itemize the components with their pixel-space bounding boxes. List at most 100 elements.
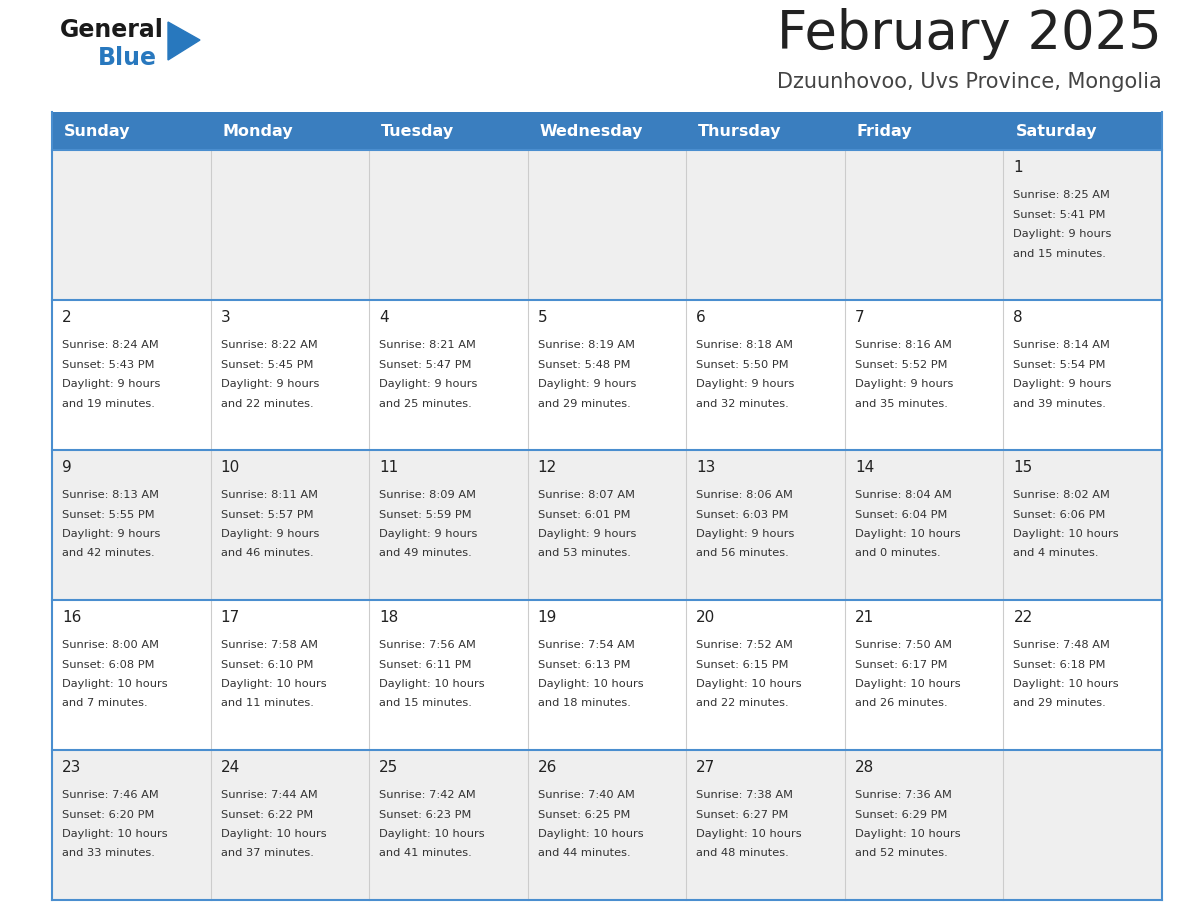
Text: Daylight: 10 hours: Daylight: 10 hours <box>855 529 960 539</box>
Bar <box>210 112 369 150</box>
Text: and 15 minutes.: and 15 minutes. <box>379 699 472 709</box>
Text: Daylight: 9 hours: Daylight: 9 hours <box>1013 379 1112 389</box>
Text: Sunset: 5:41 PM: Sunset: 5:41 PM <box>1013 209 1106 219</box>
Text: Dzuunhovoo, Uvs Province, Mongolia: Dzuunhovoo, Uvs Province, Mongolia <box>777 72 1162 92</box>
Text: Daylight: 9 hours: Daylight: 9 hours <box>62 529 160 539</box>
Text: Sunset: 6:08 PM: Sunset: 6:08 PM <box>62 659 154 669</box>
Text: and 29 minutes.: and 29 minutes. <box>538 398 631 409</box>
Text: Daylight: 10 hours: Daylight: 10 hours <box>62 829 168 839</box>
Bar <box>687 750 845 900</box>
Text: Sunset: 6:13 PM: Sunset: 6:13 PM <box>538 659 630 669</box>
Text: Daylight: 9 hours: Daylight: 9 hours <box>696 379 795 389</box>
Text: and 49 minutes.: and 49 minutes. <box>379 548 472 558</box>
Bar <box>210 600 369 750</box>
Text: Sunset: 5:57 PM: Sunset: 5:57 PM <box>221 509 314 520</box>
Text: Daylight: 10 hours: Daylight: 10 hours <box>855 679 960 689</box>
Text: and 53 minutes.: and 53 minutes. <box>538 548 631 558</box>
Text: Sunrise: 7:50 AM: Sunrise: 7:50 AM <box>855 640 952 650</box>
Bar <box>687 600 845 750</box>
Bar <box>369 600 527 750</box>
Text: Sunrise: 7:36 AM: Sunrise: 7:36 AM <box>855 790 952 800</box>
Text: 7: 7 <box>855 310 865 325</box>
Bar <box>1004 600 1162 750</box>
Text: Sunset: 6:04 PM: Sunset: 6:04 PM <box>855 509 947 520</box>
Text: and 29 minutes.: and 29 minutes. <box>1013 699 1106 709</box>
Bar <box>845 150 1004 300</box>
Text: Sunrise: 8:06 AM: Sunrise: 8:06 AM <box>696 490 794 500</box>
Text: and 41 minutes.: and 41 minutes. <box>379 848 472 858</box>
Text: 10: 10 <box>221 460 240 475</box>
Bar <box>369 450 527 600</box>
Text: Sunset: 6:27 PM: Sunset: 6:27 PM <box>696 810 789 820</box>
Text: and 37 minutes.: and 37 minutes. <box>221 848 314 858</box>
Text: 6: 6 <box>696 310 706 325</box>
Bar <box>369 112 527 150</box>
Text: and 22 minutes.: and 22 minutes. <box>696 699 789 709</box>
Text: 8: 8 <box>1013 310 1023 325</box>
Text: and 19 minutes.: and 19 minutes. <box>62 398 154 409</box>
Bar <box>687 300 845 450</box>
Bar <box>369 750 527 900</box>
Bar <box>210 750 369 900</box>
Polygon shape <box>168 22 200 60</box>
Text: and 56 minutes.: and 56 minutes. <box>696 548 789 558</box>
Text: and 11 minutes.: and 11 minutes. <box>221 699 314 709</box>
Text: Sunrise: 8:16 AM: Sunrise: 8:16 AM <box>855 340 952 350</box>
Bar <box>687 450 845 600</box>
Bar <box>369 150 527 300</box>
Text: and 32 minutes.: and 32 minutes. <box>696 398 789 409</box>
Text: 25: 25 <box>379 760 398 775</box>
Text: Sunrise: 8:19 AM: Sunrise: 8:19 AM <box>538 340 634 350</box>
Text: Sunrise: 7:48 AM: Sunrise: 7:48 AM <box>1013 640 1111 650</box>
Text: Wednesday: Wednesday <box>539 124 643 139</box>
Text: Daylight: 10 hours: Daylight: 10 hours <box>1013 679 1119 689</box>
Bar <box>845 600 1004 750</box>
Text: Daylight: 10 hours: Daylight: 10 hours <box>696 679 802 689</box>
Text: Sunrise: 8:07 AM: Sunrise: 8:07 AM <box>538 490 634 500</box>
Text: Sunrise: 8:21 AM: Sunrise: 8:21 AM <box>379 340 476 350</box>
Text: Sunset: 6:17 PM: Sunset: 6:17 PM <box>855 659 947 669</box>
Text: Sunrise: 8:24 AM: Sunrise: 8:24 AM <box>62 340 159 350</box>
Text: General: General <box>61 18 164 42</box>
Text: and 35 minutes.: and 35 minutes. <box>855 398 948 409</box>
Text: Blue: Blue <box>97 46 157 70</box>
Text: and 25 minutes.: and 25 minutes. <box>379 398 472 409</box>
Text: Sunset: 6:20 PM: Sunset: 6:20 PM <box>62 810 154 820</box>
Text: Sunrise: 7:52 AM: Sunrise: 7:52 AM <box>696 640 794 650</box>
Text: Daylight: 9 hours: Daylight: 9 hours <box>221 379 318 389</box>
Text: Sunrise: 8:04 AM: Sunrise: 8:04 AM <box>855 490 952 500</box>
Text: 18: 18 <box>379 610 398 625</box>
Text: Sunset: 5:50 PM: Sunset: 5:50 PM <box>696 360 789 370</box>
Text: Monday: Monday <box>222 124 293 139</box>
Bar <box>1004 750 1162 900</box>
Text: 5: 5 <box>538 310 548 325</box>
Text: 1: 1 <box>1013 160 1023 175</box>
Text: 13: 13 <box>696 460 715 475</box>
Text: Daylight: 9 hours: Daylight: 9 hours <box>538 529 636 539</box>
Text: Sunset: 5:45 PM: Sunset: 5:45 PM <box>221 360 314 370</box>
Text: and 7 minutes.: and 7 minutes. <box>62 699 147 709</box>
Text: and 15 minutes.: and 15 minutes. <box>1013 249 1106 259</box>
Text: Sunrise: 7:56 AM: Sunrise: 7:56 AM <box>379 640 476 650</box>
Text: Daylight: 9 hours: Daylight: 9 hours <box>855 379 953 389</box>
Text: Sunset: 6:18 PM: Sunset: 6:18 PM <box>1013 659 1106 669</box>
Text: Sunset: 5:55 PM: Sunset: 5:55 PM <box>62 509 154 520</box>
Text: Daylight: 10 hours: Daylight: 10 hours <box>62 679 168 689</box>
Text: 15: 15 <box>1013 460 1032 475</box>
Text: 9: 9 <box>62 460 71 475</box>
Bar <box>52 150 210 300</box>
Text: Daylight: 10 hours: Daylight: 10 hours <box>1013 529 1119 539</box>
Text: Sunset: 6:22 PM: Sunset: 6:22 PM <box>221 810 312 820</box>
Bar <box>845 112 1004 150</box>
Text: and 42 minutes.: and 42 minutes. <box>62 548 154 558</box>
Text: Daylight: 10 hours: Daylight: 10 hours <box>221 679 327 689</box>
Text: Sunrise: 8:25 AM: Sunrise: 8:25 AM <box>1013 190 1111 200</box>
Text: Daylight: 9 hours: Daylight: 9 hours <box>221 529 318 539</box>
Text: Sunset: 5:54 PM: Sunset: 5:54 PM <box>1013 360 1106 370</box>
Text: Sunset: 5:52 PM: Sunset: 5:52 PM <box>855 360 947 370</box>
Bar <box>527 150 687 300</box>
Text: Daylight: 10 hours: Daylight: 10 hours <box>379 679 485 689</box>
Bar <box>52 750 210 900</box>
Text: Daylight: 9 hours: Daylight: 9 hours <box>538 379 636 389</box>
Text: 19: 19 <box>538 610 557 625</box>
